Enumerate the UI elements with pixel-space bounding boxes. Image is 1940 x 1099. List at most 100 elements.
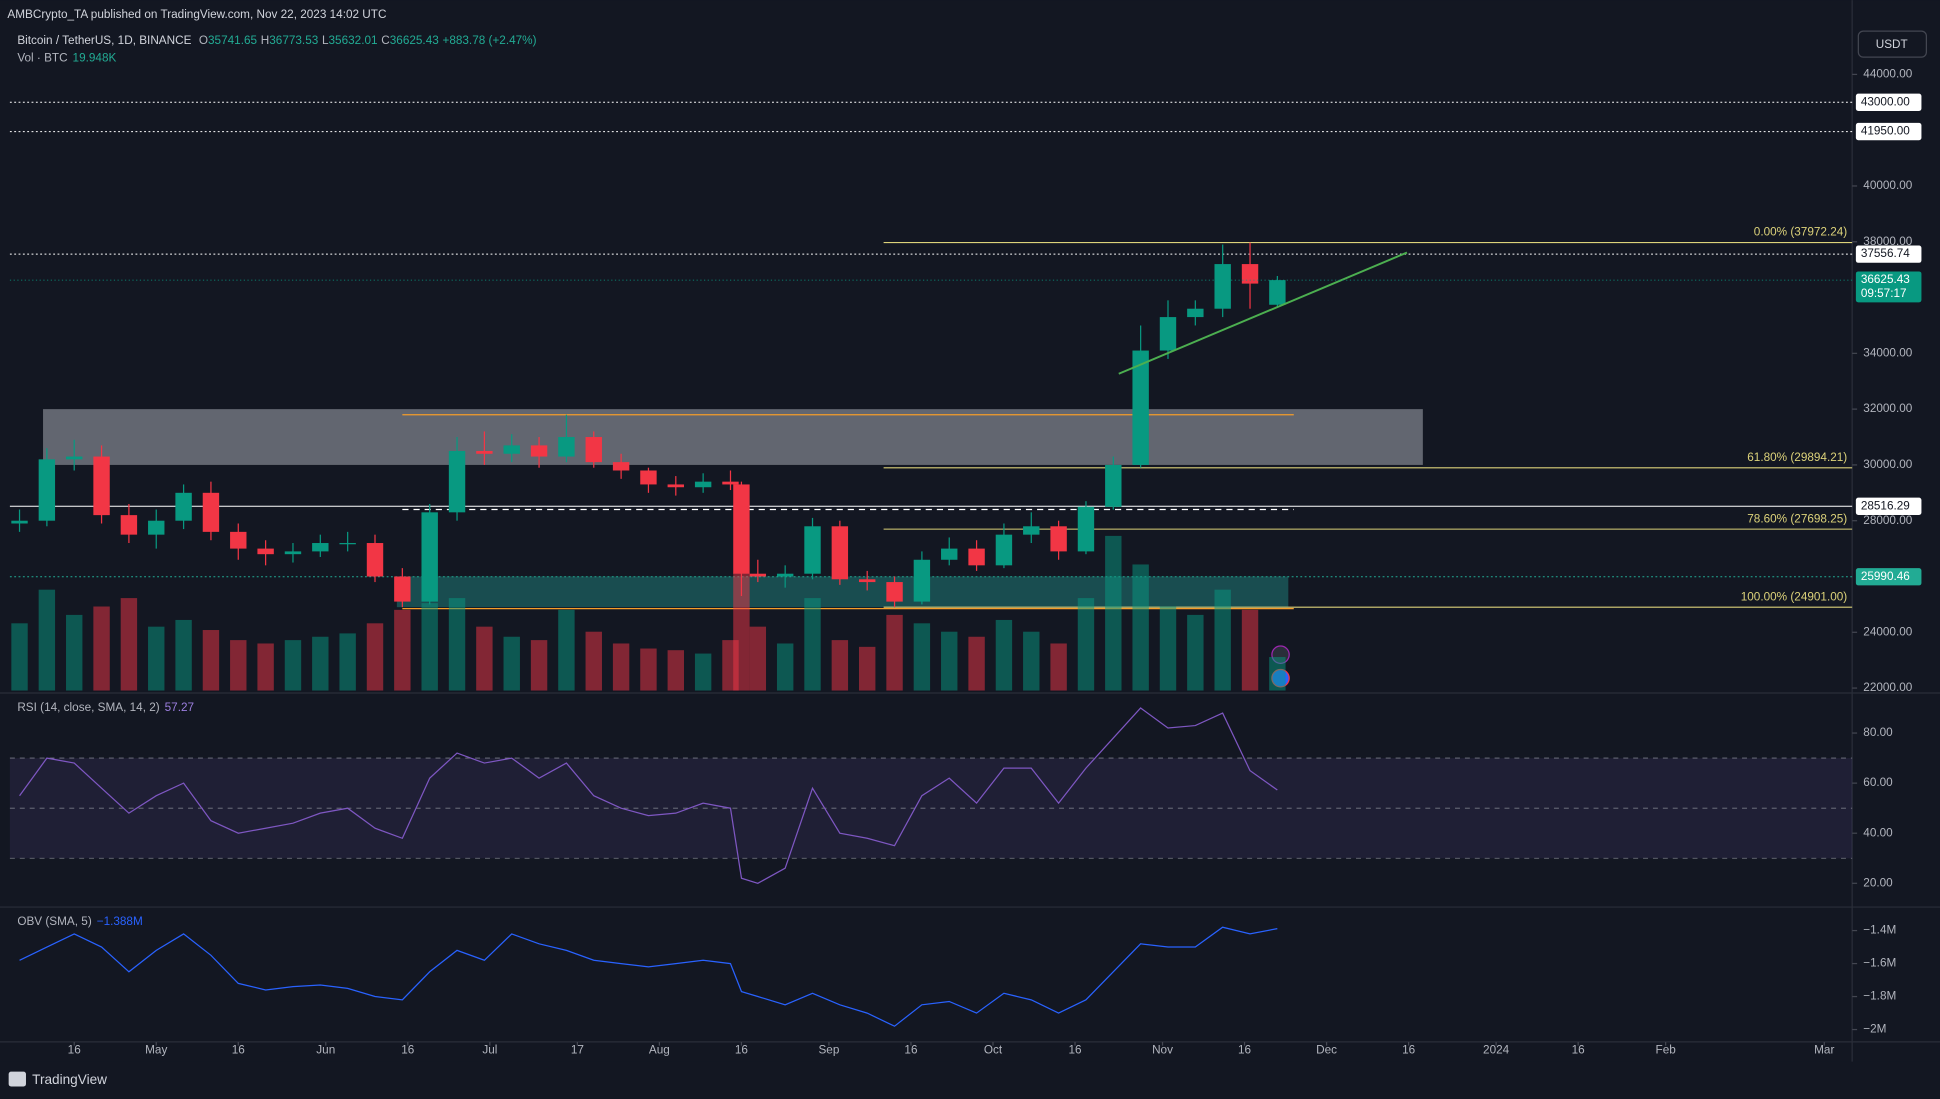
volume-bar — [257, 643, 274, 691]
candle-body — [1023, 526, 1040, 535]
x-tick-label: 16 — [1238, 1044, 1252, 1057]
volume-bar — [366, 623, 384, 691]
candle-body — [1241, 264, 1259, 284]
candle-body — [776, 573, 794, 577]
volume-bar — [120, 598, 138, 691]
candle-body — [66, 456, 83, 460]
candle-body — [93, 456, 110, 516]
volume-bar — [859, 646, 876, 691]
obv-title: OBV (SMA, 5) — [17, 915, 92, 928]
symbol: Bitcoin / TetherUS, 1D, BINANCE — [17, 34, 191, 47]
level-label: 43000.00 — [1861, 95, 1910, 108]
candle-body — [530, 445, 548, 457]
vol-label: Vol · BTC — [17, 51, 68, 64]
volume-bar — [421, 603, 438, 691]
x-tick-label: Mar — [1814, 1044, 1834, 1057]
obv-tick-label: −1.4M — [1863, 924, 1896, 937]
candle-body — [448, 450, 466, 513]
volume-bar — [1050, 643, 1067, 691]
y-tick-label: 34000.00 — [1863, 346, 1912, 359]
x-tick-label: 16 — [735, 1044, 749, 1057]
y-tick-label: 30000.00 — [1863, 458, 1912, 471]
volume-bar — [804, 598, 821, 691]
volume-bar — [1159, 606, 1177, 691]
y-tick-label: 24000.00 — [1863, 625, 1912, 638]
last-price-box — [1855, 271, 1922, 303]
volume-bar — [530, 640, 548, 691]
candle-body — [831, 526, 849, 580]
currency[interactable]: USDT — [1876, 38, 1908, 51]
volume-bar — [694, 653, 712, 691]
level-label-box — [1855, 568, 1922, 586]
candle-body — [968, 548, 985, 566]
x-tick-label: May — [145, 1044, 167, 1057]
candle-body — [995, 534, 1013, 566]
level-label-box — [1855, 497, 1922, 515]
candle-body — [1187, 308, 1204, 318]
volume-bar — [913, 623, 931, 691]
x-tick-label: 16 — [232, 1044, 246, 1057]
countdown: 09:57:17 — [1861, 287, 1907, 300]
candle-body — [11, 520, 28, 524]
candle-body — [38, 459, 56, 521]
level-label-box — [1855, 122, 1922, 141]
fib-label: 78.60% (27698.25) — [1747, 512, 1847, 525]
y-tick-label: 40000.00 — [1863, 179, 1912, 192]
x-tick-label: 16 — [68, 1044, 82, 1057]
candle-body — [886, 582, 903, 602]
candle-body — [640, 470, 657, 485]
vol-value: 19.948K — [73, 51, 117, 64]
fib-label: 0.00% (37972.24) — [1754, 226, 1848, 239]
currency-button[interactable] — [1857, 30, 1928, 58]
volume-bar — [1132, 564, 1149, 691]
obv-tick-label: −1.8M — [1863, 990, 1896, 1003]
candle-body — [148, 520, 165, 535]
candle-body — [1214, 264, 1231, 309]
candle-body — [339, 543, 356, 545]
volume-bar — [1105, 535, 1122, 691]
level-label: 25990.46 — [1861, 570, 1910, 583]
candle-body — [175, 492, 192, 521]
volume-bar — [476, 626, 493, 691]
level-label: 41950.00 — [1861, 125, 1910, 138]
volume-bar — [1187, 614, 1204, 691]
volume-bar — [11, 623, 28, 691]
candle-body — [230, 531, 247, 549]
volume-bar — [1241, 609, 1259, 691]
volume-bar — [38, 589, 56, 691]
x-tick-label: Nov — [1152, 1044, 1173, 1057]
candle-body — [913, 559, 931, 602]
candle-body — [202, 492, 220, 532]
rsi-tick-label: 40.00 — [1863, 826, 1893, 839]
candle-body — [366, 543, 384, 577]
fib-label: 61.80% (29894.21) — [1747, 451, 1847, 464]
fib-label: 100.00% (24901.00) — [1741, 590, 1848, 603]
y-tick-label: 22000.00 — [1863, 681, 1912, 694]
candle-body — [1077, 506, 1095, 552]
obv-value: −1.388M — [97, 915, 143, 928]
volume-bar — [503, 636, 520, 691]
candle-body — [749, 573, 767, 577]
volume-bar — [612, 643, 630, 691]
volume-bar — [886, 614, 903, 691]
x-tick-label: Feb — [1656, 1044, 1677, 1057]
change: +883.78 (+2.47%) — [442, 34, 536, 47]
x-tick-label: 2024 — [1483, 1044, 1510, 1057]
candle-body — [120, 515, 138, 535]
obv-tick-label: −2M — [1863, 1023, 1886, 1036]
h-label: H — [261, 34, 270, 47]
x-tick-label: 17 — [571, 1044, 584, 1057]
plot: 44000.00 40000.00 38000.00 34000.00 32000.00… — [9, 68, 1922, 1057]
volume-bar — [749, 626, 767, 691]
x-tick-label: 16 — [1572, 1044, 1586, 1057]
level-label-box — [1855, 93, 1922, 111]
footer — [0, 1061, 1940, 1099]
volume-bar — [941, 631, 958, 691]
level-label-box — [1855, 245, 1922, 263]
x-tick-label: Jul — [482, 1044, 497, 1057]
candle-body — [558, 437, 575, 457]
volume-bar — [1023, 631, 1040, 691]
l-value: 35632.01 — [329, 34, 378, 47]
volume-bar — [968, 636, 985, 691]
